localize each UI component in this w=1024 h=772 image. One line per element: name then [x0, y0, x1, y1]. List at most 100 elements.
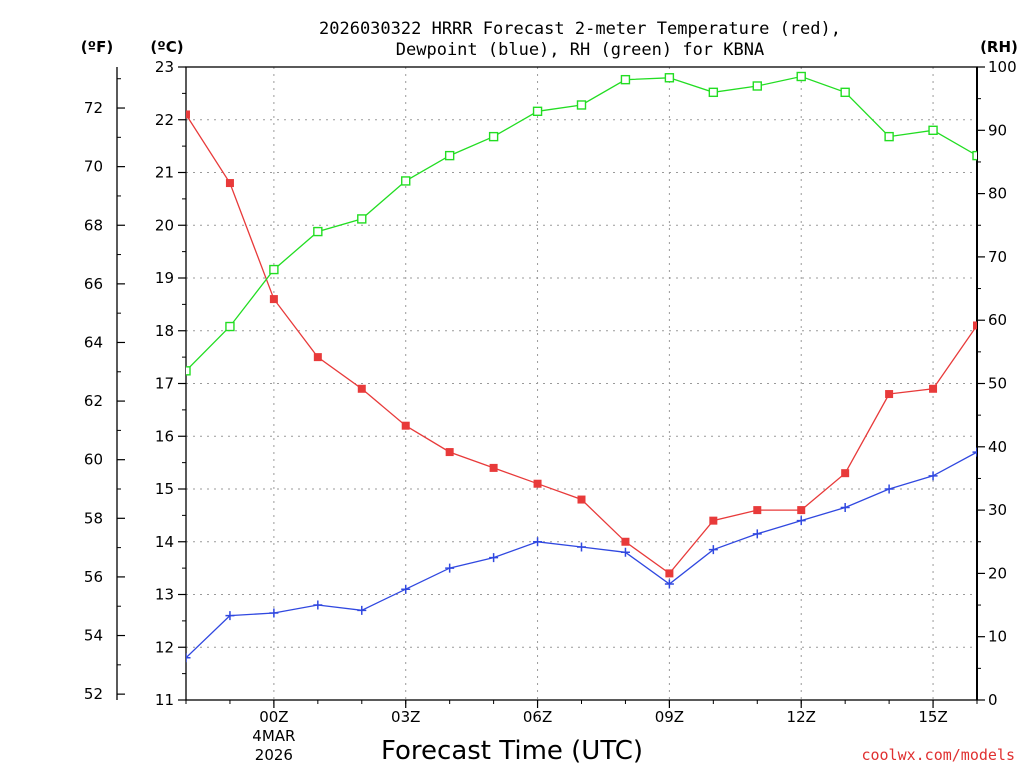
dewpoint-point [357, 605, 367, 615]
f-tick-label: 66 [84, 275, 103, 293]
dewpoint-point [313, 600, 323, 610]
fahrenheit-axis-unit: (ºF) [81, 38, 113, 56]
gridlines [186, 67, 977, 700]
temperature-line [186, 114, 977, 575]
chart-title-line2: Dewpoint (blue), RH (green) for KBNA [396, 40, 764, 60]
temperature-point [186, 110, 190, 119]
f-tick-label: 60 [84, 451, 103, 469]
rh-point [186, 366, 191, 376]
x-tick-year: 2026 [255, 746, 293, 764]
dewpoint-series [186, 447, 977, 663]
x-tick-label: 15Z [918, 708, 947, 726]
temperature-point [621, 537, 630, 546]
temperature-point [445, 448, 454, 457]
f-tick-label: 58 [84, 509, 103, 527]
dewpoint-point [796, 516, 806, 526]
x-tick-label: 09Z [655, 708, 684, 726]
x-tick-label: 12Z [787, 708, 816, 726]
rh-tick-label: 0 [988, 691, 998, 709]
temperature-point [885, 390, 894, 399]
c-tick-label: 13 [155, 586, 174, 604]
rh-tick-label: 70 [988, 248, 1007, 266]
temperature-point [753, 506, 762, 515]
dewpoint-point [186, 653, 191, 663]
dewpoint-point [752, 529, 762, 539]
temperature-point [709, 516, 718, 525]
rh-point [357, 214, 367, 224]
temperature-point [797, 506, 806, 515]
temperature-point [973, 321, 977, 330]
c-tick-label: 12 [155, 638, 174, 656]
rh-point [225, 321, 235, 332]
f-tick-label: 54 [84, 627, 103, 645]
dewpoint-point [269, 608, 279, 618]
rh-point [401, 176, 411, 186]
rh-point [532, 106, 543, 117]
rh-tick-label: 100 [988, 58, 1017, 76]
temperature-point [929, 384, 938, 393]
rh-point [488, 131, 499, 142]
x-tick-date: 4MAR [252, 727, 295, 745]
dewpoint-point [708, 545, 718, 555]
x-tick-label: 06Z [523, 708, 552, 726]
dewpoint-point [620, 547, 630, 557]
dewpoint-point [928, 471, 938, 481]
temperature-point [533, 479, 542, 488]
rh-axis-ticks: 0 10 20 30 40 50 60 70 80 90 100 [977, 58, 1017, 709]
f-tick-label: 70 [84, 158, 103, 176]
credit-link[interactable]: coolwx.com/models [861, 746, 1015, 764]
dewpoint-point [533, 537, 543, 547]
series-layer [186, 71, 977, 663]
dewpoint-point [972, 447, 977, 457]
c-tick-label: 15 [155, 480, 174, 498]
dewpoint-line [186, 451, 977, 659]
c-tick-label: 17 [155, 375, 174, 393]
rh-point [664, 73, 675, 83]
dewpoint-point [840, 502, 850, 512]
temperature-point [841, 469, 850, 478]
rh-tick-label: 60 [988, 311, 1007, 329]
rh-line [186, 75, 977, 372]
dewpoint-point [664, 579, 674, 589]
rh-point [928, 125, 938, 136]
rh-tick-label: 10 [988, 628, 1007, 646]
x-tick-label: 03Z [391, 708, 420, 726]
rh-point [884, 131, 894, 142]
c-tick-label: 21 [155, 164, 174, 182]
celsius-axis-unit: (ºC) [150, 38, 183, 56]
rh-tick-label: 30 [988, 501, 1007, 519]
rh-point [269, 264, 279, 275]
temperature-point [665, 569, 674, 578]
temperature-point [225, 179, 234, 188]
rh-point [708, 87, 719, 98]
c-tick-label: 23 [155, 58, 174, 76]
f-tick-label: 52 [84, 685, 103, 703]
dewpoint-point [577, 542, 586, 552]
dewpoint-point [401, 584, 411, 594]
rh-series [186, 71, 977, 376]
temperature-point [269, 295, 278, 304]
fahrenheit-axis-ticks: 52 54 56 58 60 62 64 66 68 70 72 [84, 78, 125, 703]
dewpoint-point [489, 553, 499, 563]
temperature-point [313, 353, 322, 362]
c-tick-label: 20 [155, 216, 174, 234]
chart-title-line1: 2026030322 HRRR Forecast 2-meter Tempera… [319, 19, 841, 39]
rh-point [444, 150, 455, 161]
rh-point [752, 81, 762, 91]
temperature-series [186, 110, 977, 578]
dewpoint-point [884, 484, 894, 494]
dewpoint-point [225, 611, 235, 621]
f-tick-label: 72 [84, 99, 103, 117]
rh-tick-label: 20 [988, 564, 1007, 582]
c-tick-label: 14 [155, 533, 174, 551]
rh-axis-unit: (RH) [980, 38, 1018, 56]
c-tick-label: 18 [155, 322, 174, 340]
c-tick-label: 22 [155, 111, 174, 129]
rh-point [796, 71, 806, 82]
rh-point [620, 74, 631, 85]
f-tick-label: 64 [84, 333, 103, 351]
rh-tick-label: 90 [988, 121, 1007, 139]
temperature-point [357, 384, 366, 393]
